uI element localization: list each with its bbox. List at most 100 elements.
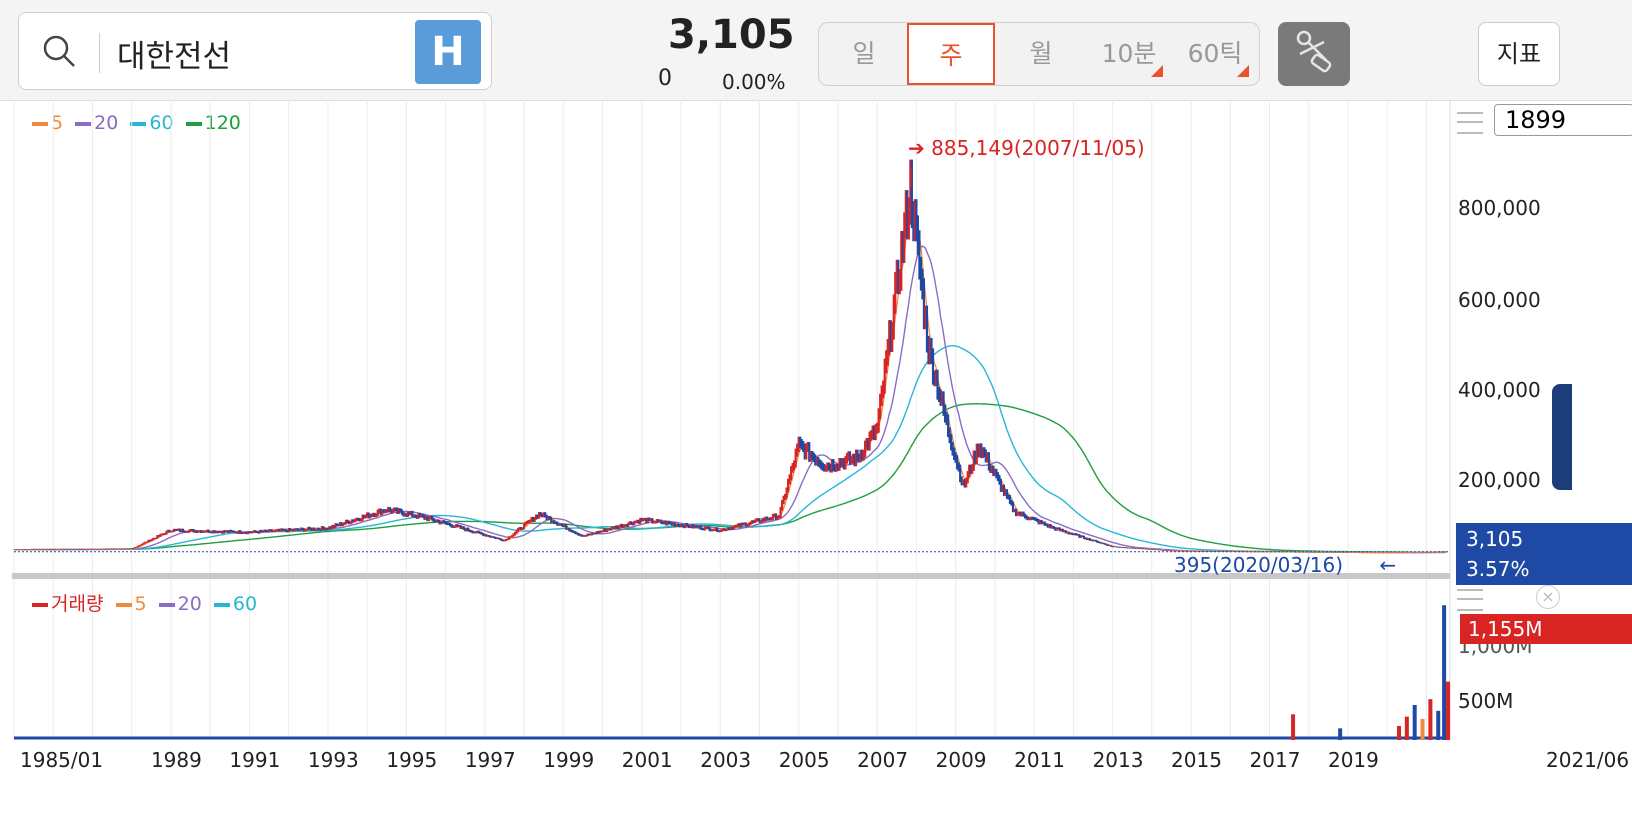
tab-60tick-label: 60틱 xyxy=(1187,39,1243,68)
legend-label: 60 xyxy=(232,593,258,615)
high-annotation: ➔ 885,149(2007/11/05) xyxy=(908,136,1145,160)
legend-swatch xyxy=(158,602,175,607)
x-axis-label: 1991 xyxy=(229,748,281,772)
price-change: 0 xyxy=(658,66,672,91)
legend-swatch xyxy=(32,602,48,607)
price-axis-label: 400,000 xyxy=(1458,378,1541,402)
x-axis-label: 1993 xyxy=(307,748,359,772)
x-axis-label: 2001 xyxy=(621,748,673,772)
x-axis-label: 2019 xyxy=(1327,748,1379,772)
legend-volume[interactable]: 거래량 xyxy=(32,593,103,615)
pencil-ruler-icon xyxy=(1296,30,1332,73)
search-icon xyxy=(43,35,75,67)
x-axis-label: 2013 xyxy=(1092,748,1144,772)
tab-10min-label: 10분 xyxy=(1101,39,1157,68)
legend-ma120[interactable]: 120 xyxy=(185,112,241,134)
legend-swatch xyxy=(213,602,230,607)
ma20-line xyxy=(14,245,1447,554)
arrow-left-icon: ← xyxy=(1379,553,1397,577)
search-divider xyxy=(99,33,100,73)
legend-swatch xyxy=(75,121,92,126)
x-axis-label: 1995 xyxy=(386,748,438,772)
volume-bar xyxy=(1420,719,1425,740)
current-price-tag-value: 3,105 xyxy=(1466,527,1524,551)
ma5-line xyxy=(14,204,1447,554)
tab-60tick[interactable]: 60틱 xyxy=(1171,23,1259,85)
current-price-tag: 3,105 3.57% xyxy=(1456,523,1632,585)
legend-label: 60 xyxy=(149,112,174,134)
close-icon[interactable]: × xyxy=(1536,585,1560,609)
volume-bar xyxy=(1442,605,1447,740)
drawing-tool-button[interactable] xyxy=(1278,22,1350,86)
market-badge-button[interactable]: H xyxy=(415,20,481,84)
legend-ma20[interactable]: 20 xyxy=(75,112,118,134)
legend-label: 5 xyxy=(51,112,64,134)
stock-search-box[interactable]: 대한전선 H xyxy=(18,12,492,90)
legend-swatch xyxy=(130,121,147,126)
x-axis-label: 2009 xyxy=(935,748,987,772)
ma60-line xyxy=(14,344,1447,554)
tab-daily[interactable]: 일 xyxy=(852,39,876,68)
volume-pane-menu-icon[interactable] xyxy=(1457,589,1483,611)
legend-swatch xyxy=(185,121,202,126)
legend-label: 거래량 xyxy=(51,593,104,615)
low-annotation-text: 395(2020/03/16) xyxy=(1174,553,1344,577)
current-price-tag-pct: 3.57% xyxy=(1466,557,1530,581)
legend-label: 5 xyxy=(134,593,147,615)
legend-ma5[interactable]: 5 xyxy=(32,112,63,134)
legend-label: 120 xyxy=(204,112,241,134)
legend-vol-ma20[interactable]: 20 xyxy=(158,593,202,615)
x-axis-label: 2015 xyxy=(1171,748,1222,772)
volume-bar xyxy=(1412,705,1417,740)
x-axis-label: 2007 xyxy=(857,748,909,772)
dropdown-corner-icon xyxy=(1151,65,1163,77)
side-panel-handle[interactable] xyxy=(1552,384,1572,490)
volume-tag: 1,155M xyxy=(1460,614,1632,644)
legend-label: 20 xyxy=(94,112,119,134)
pane-separator[interactable] xyxy=(12,573,1450,579)
arrow-right-icon: ➔ xyxy=(908,136,925,160)
volume-bar xyxy=(1428,699,1433,740)
legend-vol-ma60[interactable]: 60 xyxy=(213,593,258,615)
price-axis-label: 200,000 xyxy=(1458,468,1541,492)
legend-label: 20 xyxy=(177,593,202,615)
volume-legend: 거래량 5 20 60 xyxy=(32,589,263,616)
volume-bar xyxy=(1404,716,1409,740)
x-axis-label: 1989 xyxy=(150,748,202,772)
legend-ma60[interactable]: 60 xyxy=(130,112,174,134)
tab-weekly[interactable]: 주 xyxy=(907,23,995,85)
x-axis-label: 1999 xyxy=(543,748,595,772)
dropdown-corner-icon xyxy=(1237,65,1249,77)
volume-axis-label: 500M xyxy=(1458,689,1514,713)
volume-bar xyxy=(1338,728,1343,740)
legend-swatch xyxy=(115,602,132,607)
price-change-pct: 0.00% xyxy=(722,70,786,94)
high-annotation-text: 885,149(2007/11/05) xyxy=(931,136,1145,160)
volume-bar xyxy=(1436,710,1441,740)
tab-10min[interactable]: 10분 xyxy=(1085,23,1173,85)
price-axis-label: 800,000 xyxy=(1458,196,1541,220)
range-count-input[interactable]: 1899 xyxy=(1494,104,1632,136)
x-axis-label: 1985/01 xyxy=(20,748,104,772)
price-axis-label: 600,000 xyxy=(1458,288,1541,312)
price-legend: 5 20 60 120 xyxy=(32,112,247,134)
price-chart[interactable] xyxy=(0,100,1632,750)
indicator-button[interactable]: 지표 xyxy=(1478,22,1560,86)
x-axis-label: 2005 xyxy=(778,748,830,772)
stock-name[interactable]: 대한전선 xyxy=(117,39,232,75)
x-axis-label: 1997 xyxy=(464,748,516,772)
volume-bar xyxy=(1396,726,1401,740)
volume-bar xyxy=(1446,681,1451,740)
top-bar: 대한전선 H 3,105 0 0.00% 일 주 월 10분 60틱 지표 xyxy=(0,0,1632,101)
x-axis-label: 2003 xyxy=(700,748,752,772)
x-axis-label: 2021/06 xyxy=(1546,748,1630,772)
current-price: 3,105 xyxy=(668,12,795,58)
period-tabs: 일 주 월 10분 60틱 xyxy=(818,22,1260,86)
legend-vol-ma5[interactable]: 5 xyxy=(115,593,147,615)
low-annotation: 395(2020/03/16) ← xyxy=(1174,553,1396,577)
x-axis-label: 2017 xyxy=(1249,748,1301,772)
volume-tag-value: 1,155M xyxy=(1468,617,1543,641)
tab-monthly[interactable]: 월 xyxy=(1029,39,1053,68)
x-axis-label: 2011 xyxy=(1014,748,1065,772)
price-pane-menu-icon[interactable] xyxy=(1457,112,1483,134)
